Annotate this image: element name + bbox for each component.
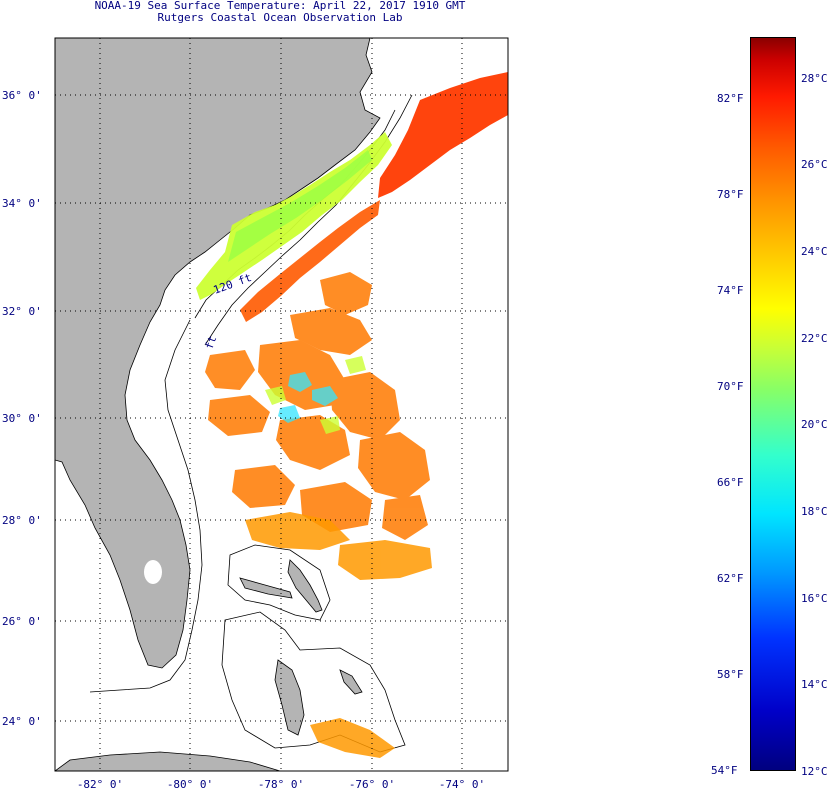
sst-cool-band-inner	[228, 150, 372, 262]
grid-lines	[55, 38, 508, 771]
lat-label: 32° 0'	[2, 305, 42, 318]
colorbar-f-label: 66°F	[717, 476, 744, 489]
sst-map: 120 ft ft 36° 0' 34° 0' 32° 0' 30° 0' 28…	[2, 37, 509, 791]
colorbar-c-label: 24°C	[801, 245, 828, 258]
land-mass	[55, 38, 381, 669]
colorbar-c-label: 12°C	[801, 765, 828, 778]
florida-shelf-contour	[89, 319, 203, 693]
colorbar-c-label: 14°C	[801, 678, 828, 691]
map-subtitle: Rutgers Coastal Ocean Observation Lab	[157, 11, 403, 24]
lat-label: 34° 0'	[2, 197, 42, 210]
colorbar-f-label: 78°F	[717, 188, 744, 201]
lake-okeechobee	[144, 560, 162, 584]
bahamas-eleuthera	[339, 669, 363, 695]
bahamas-abaco	[287, 559, 323, 613]
sst-south-patches	[245, 512, 432, 758]
colorbar-f-label: 62°F	[717, 572, 744, 585]
lon-label: -82° 0'	[77, 778, 123, 791]
sst-mid-specks	[265, 356, 366, 434]
sst-gulf-stream-2	[240, 200, 380, 322]
map-title: NOAA-19 Sea Surface Temperature: April 2…	[94, 0, 466, 12]
contour-label-ft: ft	[203, 334, 220, 351]
colorbar-f-label: 74°F	[717, 284, 744, 297]
colorbar-f-label: 54°F	[711, 764, 738, 777]
sst-cool-specks	[278, 372, 338, 423]
cuba-coast	[55, 751, 281, 771]
lat-label: 24° 0'	[2, 715, 42, 728]
colorbar-f-label: 58°F	[717, 668, 744, 681]
temperature-colorbar	[750, 37, 796, 771]
lon-label: -80° 0'	[167, 778, 213, 791]
lat-label: 28° 0'	[2, 514, 42, 527]
lat-label: 36° 0'	[2, 89, 42, 102]
lon-label: -76° 0'	[349, 778, 395, 791]
lat-label: 30° 0'	[2, 412, 42, 425]
sst-gulf-stream	[378, 72, 508, 198]
colorbar-c-label: 16°C	[801, 592, 828, 605]
colorbar-c-label: 22°C	[801, 332, 828, 345]
colorbar-f-label: 70°F	[717, 380, 744, 393]
bahama-bank-contour	[227, 544, 331, 621]
colorbar-c-label: 18°C	[801, 505, 828, 518]
colorbar-c-label: 26°C	[801, 158, 828, 171]
lat-label: 26° 0'	[2, 615, 42, 628]
map-frame	[54, 37, 509, 772]
bahamas-andros	[274, 659, 305, 736]
colorbar-f-label: 82°F	[717, 92, 744, 105]
colorbar-c-label: 28°C	[801, 72, 828, 85]
bahamas-grand	[239, 577, 293, 599]
lon-label: -78° 0'	[258, 778, 304, 791]
lon-label: -74° 0'	[439, 778, 485, 791]
colorbar-c-label: 20°C	[801, 418, 828, 431]
great-bank-contour	[221, 611, 406, 753]
